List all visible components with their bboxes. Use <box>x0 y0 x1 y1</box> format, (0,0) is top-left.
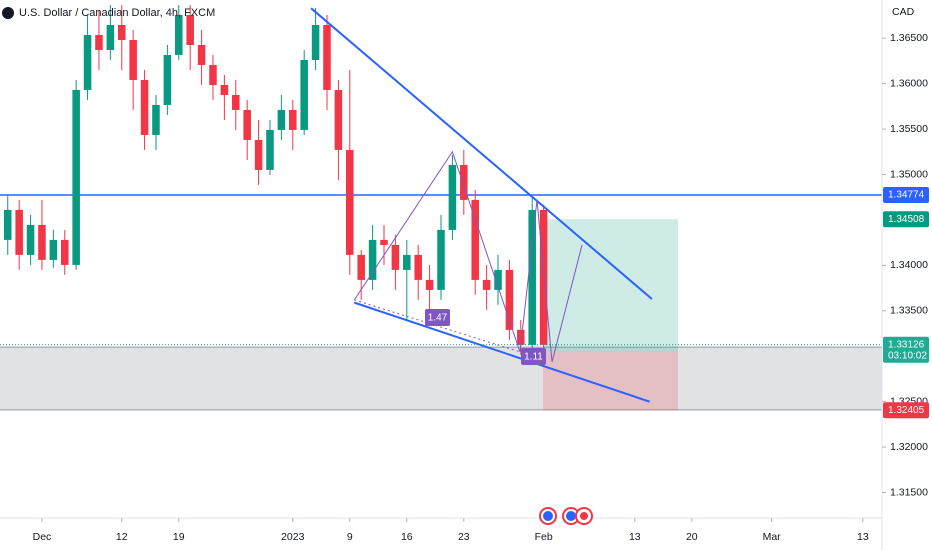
candle-body <box>505 269 514 330</box>
candle-body <box>60 239 69 265</box>
candle-body <box>220 84 229 95</box>
candle-body <box>266 129 274 170</box>
candle-body <box>232 94 240 110</box>
candle-body <box>209 64 217 85</box>
pattern-label: 1.47 <box>428 313 448 324</box>
position-stop <box>543 352 679 411</box>
candle-body <box>414 254 422 280</box>
candle-body <box>277 109 286 130</box>
candle-body <box>517 329 525 345</box>
candle-body <box>425 279 434 290</box>
candle-body <box>72 89 80 265</box>
candle-body <box>26 224 35 255</box>
candle-body <box>140 79 149 135</box>
trend-line <box>310 7 653 300</box>
price-tag <box>883 336 929 363</box>
price-tag-label: 1.34774 <box>888 190 925 201</box>
candle-body <box>357 254 365 280</box>
x-tick-label: Feb <box>535 531 553 543</box>
y-tick-label: 1.31500 <box>890 486 928 498</box>
candle-body <box>175 14 183 55</box>
price-tag-label: 1.33126 <box>888 339 925 350</box>
y-tick-label: 1.35500 <box>890 123 928 135</box>
candle-body <box>243 109 251 140</box>
candle-body <box>186 14 194 45</box>
x-tick-label: Mar <box>763 531 782 543</box>
x-tick-label: 23 <box>458 531 470 543</box>
position-target <box>543 219 679 353</box>
countdown-label: 03:10:02 <box>888 350 927 361</box>
x-tick-label: 9 <box>347 531 353 543</box>
currency-label: CAD <box>892 6 915 18</box>
candle-body <box>38 224 46 260</box>
zone <box>0 347 882 410</box>
candle-body <box>368 239 377 280</box>
x-tick-label: Dec <box>33 531 52 543</box>
candle-body <box>482 279 491 290</box>
x-tick-label: 12 <box>116 531 128 543</box>
candle-body <box>197 44 206 65</box>
plot-area <box>0 4 882 411</box>
x-tick-label: 2023 <box>281 531 305 543</box>
pattern <box>353 150 583 362</box>
event-icon <box>580 512 588 520</box>
x-tick-label: 16 <box>401 531 413 543</box>
y-tick-label: 1.33500 <box>890 305 928 317</box>
candle-body <box>311 24 320 60</box>
candle-body <box>403 254 411 270</box>
event-icon <box>543 511 553 521</box>
candle-body <box>471 199 479 280</box>
candle-body <box>15 209 23 255</box>
y-tick-label: 1.34000 <box>890 259 928 271</box>
candle-body <box>83 34 92 90</box>
candle-body <box>118 24 126 40</box>
candle-body <box>129 39 137 80</box>
chart-title: U.S. Dollar / Canadian Dollar, 4h, FXCM <box>19 7 215 19</box>
candle-body <box>300 59 308 130</box>
candle-body <box>289 109 297 130</box>
candle-body <box>152 104 160 135</box>
x-tick-label: 13 <box>857 531 869 543</box>
candle-body <box>346 149 354 255</box>
y-tick-label: 1.32000 <box>890 441 928 453</box>
y-tick-label: 1.35000 <box>890 168 928 180</box>
candle-body <box>528 209 536 345</box>
y-tick-label: 1.36000 <box>890 77 928 89</box>
price-tag-label: 1.34508 <box>888 214 925 225</box>
x-tick-label: 19 <box>173 531 185 543</box>
candle-body <box>323 24 331 90</box>
candle-body <box>437 229 445 290</box>
pattern-label-box <box>425 309 450 326</box>
pattern-label: 1.11 <box>524 352 543 363</box>
candle-body <box>334 89 343 150</box>
event-icon <box>566 511 576 521</box>
candle-body <box>106 24 115 50</box>
y-tick-label: 1.36500 <box>890 32 928 44</box>
candle-body <box>460 164 468 200</box>
candle-body <box>539 209 548 345</box>
x-tick-label: 13 <box>629 531 641 543</box>
pattern-label-box <box>521 348 546 365</box>
overlay: U.S. Dollar / Canadian Dollar, 4h, FXCM … <box>2 6 915 525</box>
symbol-icon <box>2 7 14 19</box>
price-tag <box>883 402 929 419</box>
candle-body <box>391 244 400 270</box>
candle-body <box>95 34 103 50</box>
candle-body <box>163 54 172 105</box>
candle-body <box>254 139 263 170</box>
price-tag <box>883 211 929 228</box>
x-tick-label: 20 <box>686 531 698 543</box>
candle-body <box>49 239 58 260</box>
candle-body <box>448 164 457 230</box>
price-tag-label: 1.32405 <box>888 405 925 416</box>
price-tag <box>883 187 929 204</box>
candle-body <box>3 209 12 240</box>
trend-line <box>354 301 650 403</box>
candle-body <box>494 269 502 290</box>
candle-body <box>380 239 388 245</box>
